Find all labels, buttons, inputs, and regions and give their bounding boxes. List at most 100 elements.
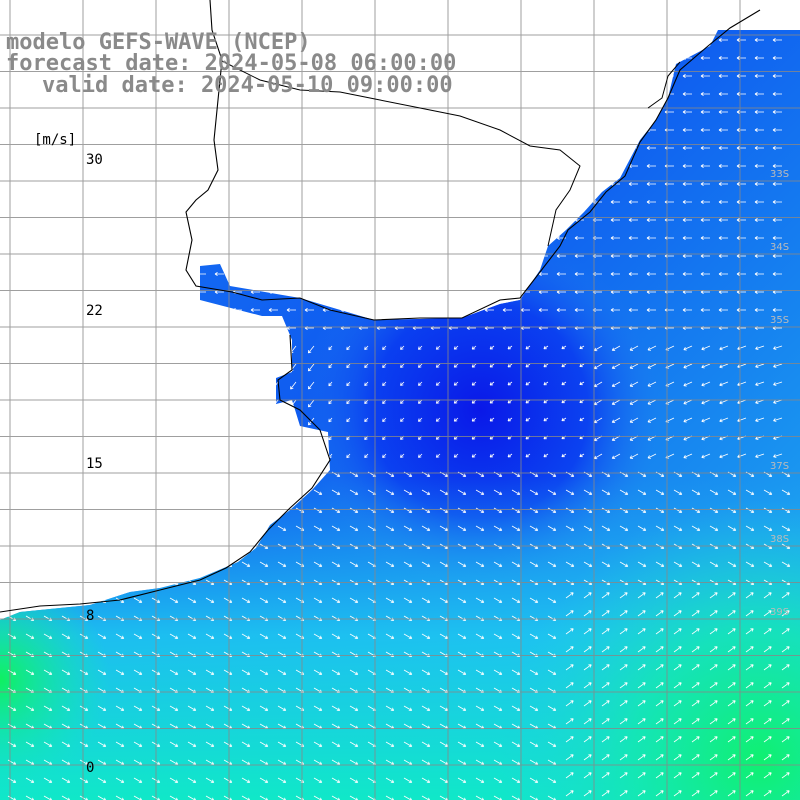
wind-arrow xyxy=(691,507,701,514)
wind-arrow xyxy=(655,664,664,671)
wind-arrow xyxy=(611,363,621,369)
wind-arrow xyxy=(475,597,485,604)
wind-arrow xyxy=(259,633,269,640)
wind-arrow xyxy=(673,525,683,532)
wind-arrow xyxy=(763,628,772,635)
wind-arrow xyxy=(583,790,592,797)
wind-arrow xyxy=(718,128,728,132)
wind-arrow xyxy=(529,741,539,748)
wind-arrow xyxy=(349,777,359,784)
wind-arrow xyxy=(601,664,610,671)
wind-arrow xyxy=(745,489,755,496)
wind-arrow xyxy=(453,417,459,422)
wind-arrow xyxy=(781,628,790,635)
wind-arrow xyxy=(574,272,584,276)
wind-arrow xyxy=(646,218,656,222)
wind-arrow xyxy=(727,525,737,532)
wind-arrow xyxy=(781,561,791,568)
wind-arrow xyxy=(331,507,341,514)
wind-arrow xyxy=(565,489,575,496)
wind-arrow xyxy=(241,741,251,748)
wind-arrow xyxy=(709,628,718,635)
wind-arrow xyxy=(745,682,754,689)
wind-arrow xyxy=(718,200,728,204)
wind-arrow xyxy=(655,561,665,568)
colorbar-tick-22: 22 xyxy=(86,303,103,319)
wind-arrow xyxy=(646,182,656,186)
wind-arrow xyxy=(736,236,746,240)
wind-arrow xyxy=(364,453,369,459)
wind-arrow xyxy=(619,489,629,496)
wind-arrow xyxy=(241,597,251,604)
wind-arrow xyxy=(754,56,764,60)
wind-arrow xyxy=(313,525,323,532)
wind-arrow xyxy=(475,525,485,532)
wind-arrow xyxy=(313,507,323,514)
wind-arrow xyxy=(547,777,557,784)
wind-arrow xyxy=(385,777,395,784)
wind-arrow xyxy=(583,736,592,743)
wind-arrow xyxy=(709,525,719,532)
wind-arrow xyxy=(331,561,341,568)
wind-arrow xyxy=(400,345,405,350)
wind-arrow xyxy=(79,669,89,676)
wind-arrow xyxy=(205,633,215,640)
wind-arrow xyxy=(754,218,764,222)
wind-arrow xyxy=(691,628,700,635)
wind-arrow xyxy=(349,597,359,604)
wind-arrow xyxy=(763,610,772,617)
wind-arrow xyxy=(403,741,413,748)
wind-arrow xyxy=(682,272,692,276)
wind-arrow xyxy=(115,633,125,640)
wind-arrow xyxy=(385,507,395,514)
wind-arrow xyxy=(307,381,315,390)
wind-arrow xyxy=(781,700,790,707)
wind-arrow xyxy=(682,164,692,168)
wind-arrow xyxy=(700,200,710,204)
wind-arrow xyxy=(736,128,746,132)
wind-arrow xyxy=(382,345,387,350)
wind-arrow xyxy=(718,254,728,258)
wind-arrow xyxy=(655,628,664,635)
wind-arrow xyxy=(700,146,710,150)
wind-arrow xyxy=(364,399,369,405)
wind-arrow xyxy=(700,128,710,132)
wind-arrow xyxy=(169,777,179,784)
wind-arrow xyxy=(701,363,711,369)
wind-arrow xyxy=(277,525,287,532)
wind-arrow xyxy=(457,525,467,532)
coastline-south xyxy=(0,334,331,613)
wind-arrow xyxy=(709,754,718,761)
wind-arrow xyxy=(611,381,621,387)
wind-arrow xyxy=(489,399,495,404)
wind-arrow xyxy=(331,777,341,784)
wind-arrow xyxy=(754,182,764,186)
wind-arrow xyxy=(637,561,647,568)
wind-arrow xyxy=(493,507,503,514)
wind-arrow xyxy=(628,218,638,222)
wind-arrow xyxy=(709,592,718,599)
wind-arrow xyxy=(79,777,89,784)
wind-arrow xyxy=(529,705,539,712)
wind-arrow xyxy=(475,561,485,568)
wind-arrow xyxy=(718,218,728,222)
wind-arrow xyxy=(745,507,755,514)
wind-arrow xyxy=(61,777,71,784)
wind-arrow xyxy=(772,272,782,276)
title-model: modelo GEFS-WAVE (NCEP) xyxy=(6,30,311,55)
wind-arrow xyxy=(736,218,746,222)
wind-arrow xyxy=(331,597,341,604)
wind-arrow xyxy=(543,363,549,368)
wind-arrow xyxy=(565,664,574,671)
wind-arrow xyxy=(457,633,467,640)
wind-arrow xyxy=(561,345,567,350)
wind-arrow xyxy=(682,254,692,258)
wind-arrow xyxy=(628,272,638,276)
wind-arrow xyxy=(579,453,585,458)
wind-arrow xyxy=(691,592,700,599)
wind-arrow xyxy=(655,790,664,797)
latitude-label: 38S xyxy=(770,534,789,545)
wind-arrow xyxy=(610,308,620,312)
wind-arrow xyxy=(385,489,395,496)
wind-arrow xyxy=(457,489,467,496)
